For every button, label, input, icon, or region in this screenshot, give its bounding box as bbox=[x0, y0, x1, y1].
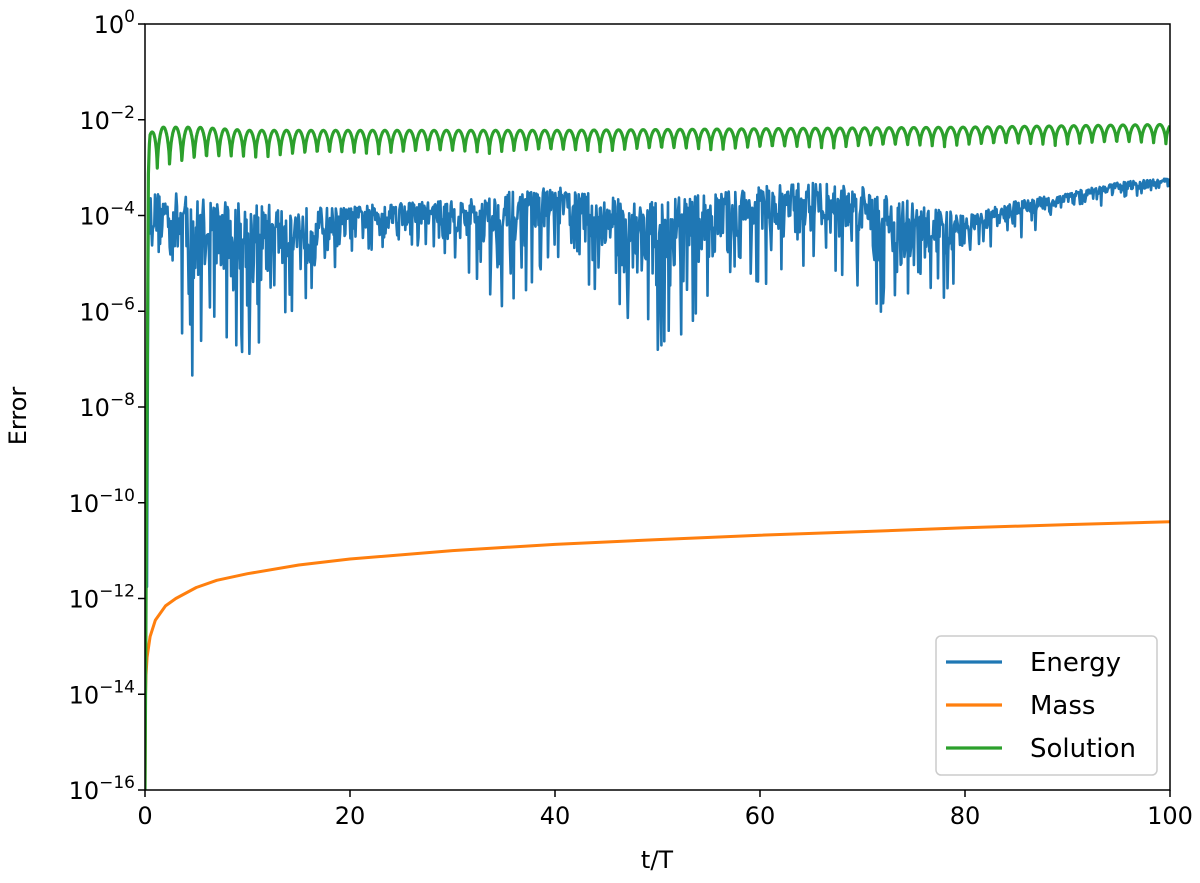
y-tick-label: 100 bbox=[94, 7, 135, 39]
y-tick-base: 10 bbox=[79, 203, 110, 231]
series-mass-line bbox=[145, 520, 1170, 790]
x-axis-label: t/T bbox=[641, 846, 673, 874]
y-tick-base: 10 bbox=[94, 11, 125, 39]
y-tick-exponent: −12 bbox=[99, 582, 135, 602]
x-tick-label: 100 bbox=[1147, 802, 1193, 830]
y-tick-exponent: −8 bbox=[110, 390, 135, 410]
x-tick-label: 60 bbox=[745, 802, 776, 830]
y-tick-exponent: −2 bbox=[110, 103, 135, 123]
y-tick-exponent: −16 bbox=[99, 773, 135, 793]
series-solution-line bbox=[145, 122, 1170, 790]
y-tick-label: 10−14 bbox=[69, 677, 135, 709]
y-tick-label: 10−4 bbox=[79, 199, 135, 231]
y-tick-base: 10 bbox=[69, 681, 100, 709]
y-tick-exponent: 0 bbox=[124, 7, 135, 27]
legend-frame bbox=[935, 635, 1158, 776]
x-tick-label: 20 bbox=[335, 802, 366, 830]
y-axis-label: Error bbox=[4, 387, 32, 446]
legend: Energy Mass Solution bbox=[935, 635, 1158, 776]
legend-label-mass: Mass bbox=[1030, 691, 1095, 721]
y-tick-label: 10−10 bbox=[69, 486, 135, 518]
y-tick-exponent: −14 bbox=[99, 677, 135, 697]
y-tick-exponent: −10 bbox=[99, 486, 135, 506]
x-tick-label: 80 bbox=[950, 802, 981, 830]
y-tick-base: 10 bbox=[69, 777, 100, 805]
y-tick-label: 10−2 bbox=[79, 103, 135, 135]
y-tick-base: 10 bbox=[79, 298, 110, 326]
y-tick-base: 10 bbox=[79, 394, 110, 422]
x-tick-label: 40 bbox=[540, 802, 571, 830]
y-tick-exponent: −4 bbox=[110, 199, 135, 219]
series-layer bbox=[145, 122, 1170, 790]
y-tick-exponent: −6 bbox=[110, 294, 135, 314]
y-tick-base: 10 bbox=[79, 107, 110, 135]
y-tick-label: 10−8 bbox=[79, 390, 135, 422]
y-tick-label: 10−16 bbox=[69, 773, 135, 805]
x-tick-label: 0 bbox=[137, 802, 152, 830]
legend-label-solution: Solution bbox=[1030, 734, 1136, 764]
series-energy-line bbox=[145, 177, 1170, 790]
y-tick-base: 10 bbox=[69, 586, 100, 614]
y-tick-base: 10 bbox=[69, 490, 100, 518]
y-tick-label: 10−6 bbox=[79, 294, 135, 326]
x-axis: 0 20 40 60 80 100 bbox=[137, 790, 1193, 830]
y-tick-label: 10−12 bbox=[69, 582, 135, 614]
legend-label-energy: Energy bbox=[1030, 648, 1121, 678]
